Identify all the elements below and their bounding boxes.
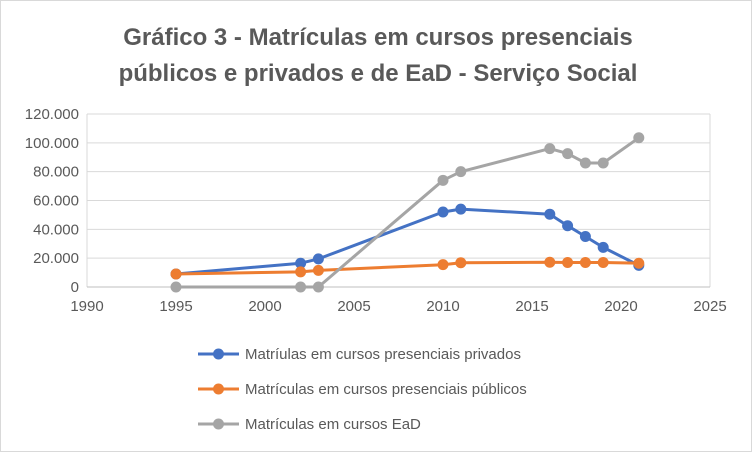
y-tick-label: 80.000 — [33, 164, 79, 181]
data-point — [437, 206, 449, 218]
legend-label: Matríulas em cursos presenciais privados — [245, 346, 521, 363]
x-tick-label: 2020 — [604, 298, 637, 315]
data-point — [579, 256, 591, 268]
legend-item: Matrículas em cursos EaD — [198, 416, 421, 433]
series-line — [175, 207, 640, 276]
y-tick-label: 120.000 — [25, 106, 79, 123]
series-0 — [170, 203, 645, 280]
data-point — [170, 281, 182, 293]
data-point — [295, 257, 307, 269]
y-tick-label: 100.000 — [25, 135, 79, 152]
data-point — [562, 220, 574, 232]
plot-series — [170, 132, 645, 293]
y-tick-label: 40.000 — [33, 221, 79, 238]
data-point — [544, 143, 556, 155]
axes: 0 20.000 40.000 60.000 80.000 100.000 120.000 1… — [25, 106, 727, 315]
legend-marker-symbol — [213, 383, 224, 395]
gridlines — [86, 113, 711, 288]
data-point — [295, 281, 307, 293]
x-tick-label: 2015 — [515, 298, 548, 315]
data-point — [633, 132, 645, 144]
legend-marker-symbol — [213, 418, 224, 430]
x-tick-label: 2005 — [337, 298, 370, 315]
x-tick-label: 2010 — [426, 298, 459, 315]
data-point — [579, 157, 591, 169]
legend-item: Matríulas em cursos presenciais privados — [198, 346, 521, 363]
data-point — [295, 266, 307, 278]
x-tick-label: 1995 — [159, 298, 192, 315]
data-point — [455, 257, 467, 269]
data-point — [633, 257, 645, 269]
data-point — [312, 281, 324, 293]
y-tick-label: 60.000 — [33, 193, 79, 210]
chart-title: Gráfico 3 - Matrículas em cursos presenc… — [119, 24, 638, 87]
data-point — [437, 259, 449, 271]
data-point — [312, 253, 324, 265]
data-point — [597, 256, 609, 268]
x-tick-label: 1990 — [70, 298, 103, 315]
legend-item: Matrículas em cursos presenciais público… — [198, 381, 527, 398]
data-point — [455, 166, 467, 178]
data-point — [597, 157, 609, 169]
x-tick-label: 2025 — [693, 298, 726, 315]
data-point — [544, 256, 556, 268]
data-point — [579, 231, 591, 243]
data-point — [170, 268, 182, 280]
legend-label: Matrículas em cursos EaD — [245, 416, 421, 433]
data-point — [455, 203, 467, 215]
legend: Matríulas em cursos presenciais privados… — [198, 346, 527, 433]
data-point — [562, 148, 574, 160]
series-line — [175, 260, 639, 276]
data-point — [597, 241, 609, 253]
legend-marker-symbol — [213, 348, 224, 360]
legend-label: Matrículas em cursos presenciais público… — [245, 381, 527, 398]
data-point — [437, 174, 449, 186]
data-point — [544, 208, 556, 220]
series-line — [176, 136, 640, 289]
series-2 — [170, 132, 645, 293]
y-tick-label: 20.000 — [33, 250, 79, 267]
series-1 — [170, 256, 645, 280]
data-point — [562, 256, 574, 268]
x-tick-label: 2000 — [248, 298, 281, 315]
chart-title-line-2: públicos e privados e de EaD - Serviço S… — [119, 60, 638, 87]
y-tick-label: 0 — [71, 279, 79, 296]
chart-title-line-1: Gráfico 3 - Matrículas em cursos presenc… — [123, 24, 633, 51]
data-point — [312, 264, 324, 276]
